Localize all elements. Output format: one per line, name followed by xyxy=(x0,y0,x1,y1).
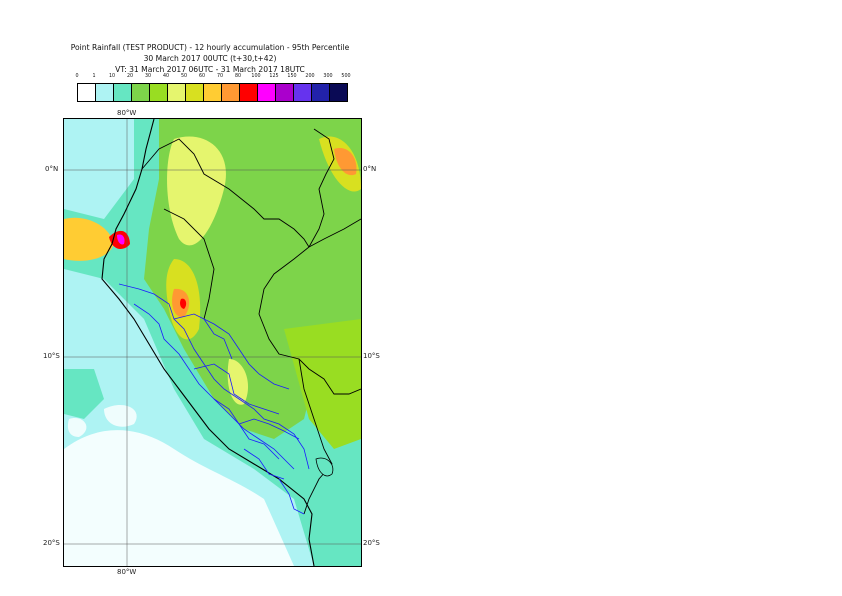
lat-label-right: 0°N xyxy=(363,165,377,173)
lon-label-top: 80°W xyxy=(117,109,137,117)
very-heavy-rain-area xyxy=(227,359,249,405)
legend-swatch xyxy=(204,84,222,101)
legend-label: 200 xyxy=(305,74,315,79)
legend-label: 50 xyxy=(180,74,188,79)
legend-swatch xyxy=(168,84,186,101)
legend-swatch xyxy=(186,84,204,101)
legend-swatch xyxy=(150,84,168,101)
legend-swatch xyxy=(78,84,96,101)
legend-label: 300 xyxy=(323,74,333,79)
region-border xyxy=(203,318,233,360)
country-border xyxy=(298,358,333,515)
legend-label: 0 xyxy=(75,74,79,79)
lat-label-left: 20°S xyxy=(43,539,60,547)
extreme-rain-core xyxy=(117,234,125,245)
dry-ocean-area xyxy=(64,430,294,566)
legend-label: 1 xyxy=(92,74,96,79)
region-border xyxy=(118,283,310,470)
color-legend-bar xyxy=(77,83,348,102)
legend-swatch xyxy=(132,84,150,101)
country-border xyxy=(141,138,310,248)
moderate-rain-area xyxy=(64,369,104,419)
legend-swatch xyxy=(96,84,114,101)
region-border xyxy=(133,303,295,470)
lat-label-left: 10°S xyxy=(43,352,60,360)
legend-swatch xyxy=(258,84,276,101)
region-border xyxy=(243,448,285,480)
extreme-rain-area xyxy=(334,148,357,176)
country-border xyxy=(163,208,215,320)
lake-titicaca xyxy=(315,457,334,477)
legend-label: 80 xyxy=(234,74,242,79)
valid-time: VT: 31 March 2017 06UTC - 31 March 2017 … xyxy=(115,65,305,74)
legend-label: 30 xyxy=(144,74,152,79)
country-border xyxy=(308,218,361,248)
legend-swatch xyxy=(330,84,347,101)
lat-label-right: 10°S xyxy=(363,352,380,360)
legend-swatch xyxy=(222,84,240,101)
extreme-rain-area xyxy=(64,217,114,261)
legend-label: 40 xyxy=(162,74,170,79)
region-border xyxy=(213,398,280,460)
rainfall-map xyxy=(63,118,362,567)
country-border xyxy=(258,246,361,395)
country-border xyxy=(308,128,335,248)
legend-label: 500 xyxy=(341,74,351,79)
legend-label: 100 xyxy=(251,74,261,79)
legend-label: 150 xyxy=(287,74,297,79)
legend-label: 20 xyxy=(126,74,134,79)
legend-swatch xyxy=(294,84,312,101)
legend-swatch xyxy=(114,84,132,101)
legend-labels: 0 1 10 20 30 40 50 60 70 80 100 125 150 … xyxy=(75,74,351,84)
legend-swatch xyxy=(312,84,330,101)
region-border xyxy=(278,478,305,515)
dry-ocean-patch xyxy=(104,404,137,427)
coastline xyxy=(101,119,315,566)
legend-label: 125 xyxy=(269,74,279,79)
lon-label-bottom: 80°W xyxy=(117,568,137,576)
legend-label: 60 xyxy=(198,74,206,79)
lat-label-left: 0°N xyxy=(45,165,59,173)
legend-label: 70 xyxy=(216,74,224,79)
dry-ocean-patch xyxy=(67,418,87,437)
region-border xyxy=(193,363,280,415)
run-time: 30 March 2017 00UTC (t+30,t+42) xyxy=(143,54,277,63)
map-title: Point Rainfall (TEST PRODUCT) - 12 hourl… xyxy=(70,43,350,52)
legend-label: 10 xyxy=(108,74,116,79)
extreme-rain-core xyxy=(180,298,187,309)
heavy-rain-area xyxy=(284,319,361,449)
region-border xyxy=(173,313,290,390)
legend-swatch xyxy=(240,84,258,101)
legend-swatch xyxy=(276,84,294,101)
region-border xyxy=(238,418,300,440)
lat-label-right: 20°S xyxy=(363,539,380,547)
